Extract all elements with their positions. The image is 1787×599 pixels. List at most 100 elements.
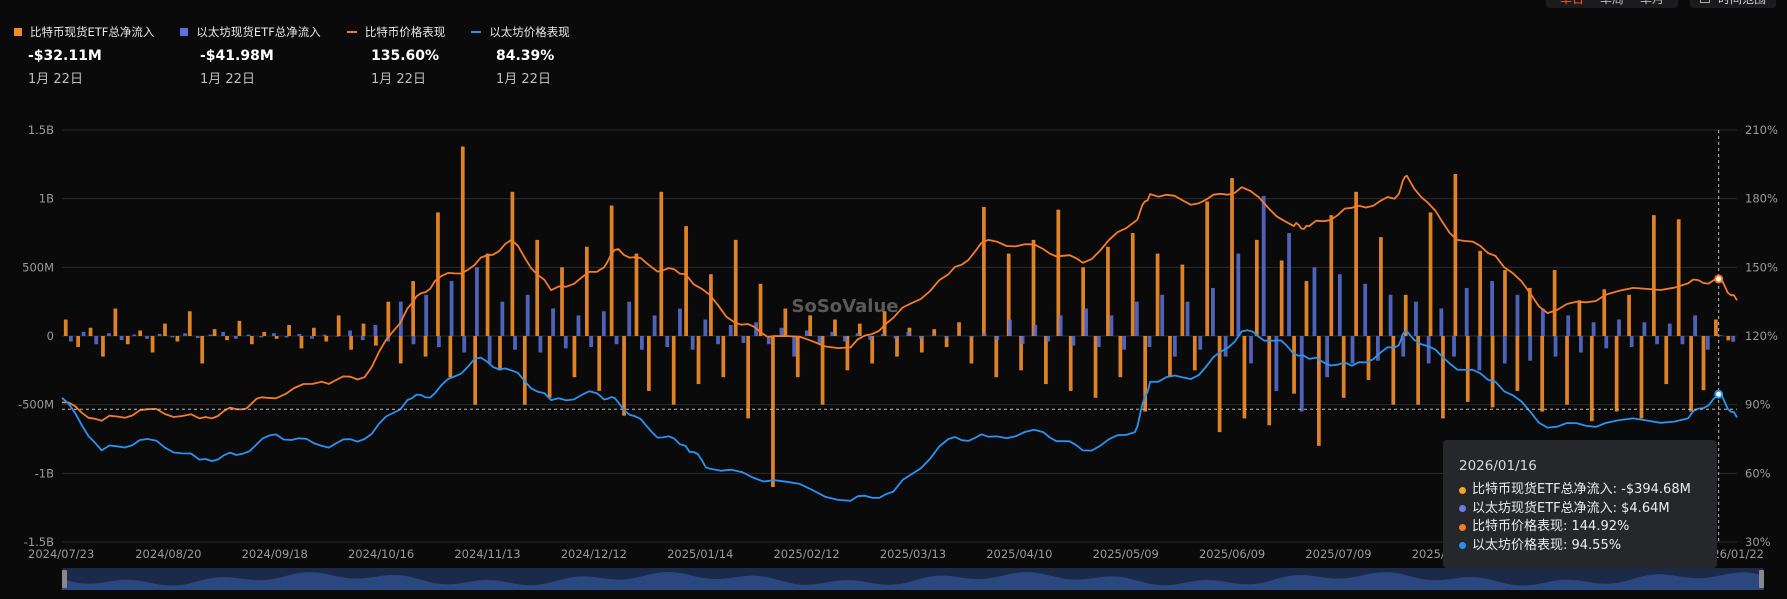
- bar-eth-etf[interactable]: [1058, 315, 1063, 336]
- bar-btc-etf[interactable]: [870, 336, 875, 364]
- bar-btc-etf[interactable]: [535, 239, 540, 336]
- bar-btc-etf[interactable]: [336, 315, 341, 336]
- bar-btc-etf[interactable]: [746, 336, 750, 419]
- bar-btc-etf[interactable]: [1106, 246, 1110, 336]
- bar-eth-etf[interactable]: [1490, 281, 1494, 336]
- bar-btc-etf[interactable]: [1292, 336, 1296, 394]
- bar-btc-etf[interactable]: [857, 323, 862, 336]
- bar-eth-etf[interactable]: [398, 301, 403, 336]
- bar-btc-etf[interactable]: [76, 336, 80, 347]
- bar-btc-etf[interactable]: [1701, 336, 1706, 391]
- bar-eth-etf[interactable]: [690, 336, 695, 350]
- bar-eth-etf[interactable]: [1540, 308, 1545, 336]
- bar-btc-etf[interactable]: [1540, 336, 1545, 412]
- bar-eth-etf[interactable]: [1185, 301, 1190, 336]
- bar-eth-etf[interactable]: [1375, 336, 1380, 361]
- bar-btc-etf[interactable]: [324, 336, 329, 342]
- bar-eth-etf[interactable]: [1477, 336, 1482, 371]
- bar-eth-etf[interactable]: [551, 308, 555, 336]
- bar-eth-etf[interactable]: [183, 333, 187, 336]
- tab-monthly[interactable]: 单月: [1632, 0, 1672, 8]
- bar-btc-etf[interactable]: [647, 336, 651, 391]
- bar-eth-etf[interactable]: [170, 336, 175, 338]
- bar-eth-etf[interactable]: [145, 336, 149, 339]
- bar-btc-etf[interactable]: [1379, 237, 1383, 336]
- bar-eth-etf[interactable]: [1528, 336, 1533, 361]
- bar-eth-etf[interactable]: [678, 308, 682, 336]
- bar-btc-etf[interactable]: [845, 336, 850, 371]
- bar-eth-etf[interactable]: [944, 336, 949, 339]
- bar-btc-etf[interactable]: [1552, 270, 1557, 336]
- bar-btc-etf[interactable]: [1056, 209, 1061, 336]
- bar-btc-etf[interactable]: [1577, 300, 1582, 336]
- bar-eth-etf[interactable]: [500, 301, 505, 336]
- bar-btc-etf[interactable]: [150, 336, 155, 353]
- bar-eth-etf[interactable]: [1414, 301, 1418, 336]
- bar-btc-etf[interactable]: [187, 311, 192, 336]
- bar-eth-etf[interactable]: [728, 325, 733, 336]
- bar-btc-etf[interactable]: [808, 315, 813, 336]
- bar-btc-etf[interactable]: [1652, 215, 1656, 336]
- bar-btc-etf[interactable]: [957, 322, 961, 336]
- bar-btc-etf[interactable]: [1639, 336, 1644, 419]
- bar-btc-etf[interactable]: [1217, 336, 1222, 433]
- bar-eth-etf[interactable]: [995, 336, 1000, 341]
- bar-eth-etf[interactable]: [703, 319, 708, 336]
- bar-eth-etf[interactable]: [830, 331, 835, 336]
- bar-eth-etf[interactable]: [1452, 336, 1456, 357]
- bar-eth-etf[interactable]: [487, 336, 492, 364]
- line-btc-price[interactable]: [61, 174, 1738, 422]
- bar-btc-etf[interactable]: [473, 336, 478, 405]
- bar-eth-etf[interactable]: [1299, 336, 1304, 412]
- bar-eth-etf[interactable]: [1160, 294, 1165, 336]
- bar-btc-etf[interactable]: [1565, 336, 1569, 405]
- bar-btc-etf[interactable]: [1304, 281, 1309, 336]
- bar-btc-etf[interactable]: [1664, 336, 1669, 385]
- bar-btc-etf[interactable]: [622, 336, 626, 416]
- bar-btc-etf[interactable]: [709, 274, 713, 336]
- bar-eth-etf[interactable]: [284, 336, 289, 338]
- bar-btc-etf[interactable]: [1093, 336, 1098, 398]
- bar-eth-etf[interactable]: [919, 336, 923, 339]
- bar-eth-etf[interactable]: [1325, 336, 1330, 378]
- bar-btc-etf[interactable]: [249, 336, 254, 345]
- bar-eth-etf[interactable]: [310, 336, 314, 339]
- bar-eth-etf[interactable]: [931, 334, 936, 336]
- bar-eth-etf[interactable]: [1553, 336, 1558, 357]
- bar-btc-etf[interactable]: [460, 146, 465, 336]
- bar-btc-etf[interactable]: [1044, 336, 1048, 385]
- bar-btc-etf[interactable]: [88, 327, 93, 336]
- bar-eth-etf[interactable]: [297, 333, 302, 336]
- bar-eth-etf[interactable]: [779, 327, 784, 336]
- bar-btc-etf[interactable]: [448, 336, 453, 378]
- bar-btc-etf[interactable]: [1627, 294, 1631, 336]
- bar-eth-etf[interactable]: [1033, 325, 1038, 336]
- tab-weekly[interactable]: 单周: [1592, 0, 1632, 8]
- bar-btc-etf[interactable]: [1118, 336, 1123, 378]
- bar-eth-etf[interactable]: [640, 336, 644, 350]
- bar-btc-etf[interactable]: [932, 329, 937, 336]
- bar-eth-etf[interactable]: [1172, 336, 1177, 357]
- bar-btc-etf[interactable]: [163, 323, 167, 336]
- bar-eth-etf[interactable]: [1401, 336, 1406, 357]
- bar-eth-etf[interactable]: [475, 267, 479, 336]
- bar-btc-etf[interactable]: [1527, 287, 1532, 336]
- bar-btc-etf[interactable]: [1403, 294, 1408, 336]
- bar-eth-etf[interactable]: [1566, 315, 1571, 336]
- bar-btc-etf[interactable]: [1589, 336, 1594, 422]
- bar-btc-etf[interactable]: [1192, 336, 1197, 371]
- bar-btc-etf[interactable]: [584, 246, 589, 336]
- bar-btc-etf[interactable]: [411, 281, 415, 336]
- bar-eth-etf[interactable]: [1020, 336, 1025, 345]
- bar-btc-etf[interactable]: [1416, 336, 1420, 405]
- line-eth-price[interactable]: [61, 329, 1738, 502]
- bar-btc-etf[interactable]: [1143, 336, 1148, 412]
- range-navigator[interactable]: [62, 568, 1764, 590]
- bar-btc-etf[interactable]: [361, 323, 366, 336]
- bar-eth-etf[interactable]: [589, 336, 594, 347]
- bar-eth-etf[interactable]: [132, 334, 137, 336]
- bar-btc-etf[interactable]: [386, 301, 391, 336]
- bar-btc-etf[interactable]: [1230, 178, 1234, 336]
- bar-btc-etf[interactable]: [547, 336, 552, 398]
- bar-eth-etf[interactable]: [881, 333, 885, 336]
